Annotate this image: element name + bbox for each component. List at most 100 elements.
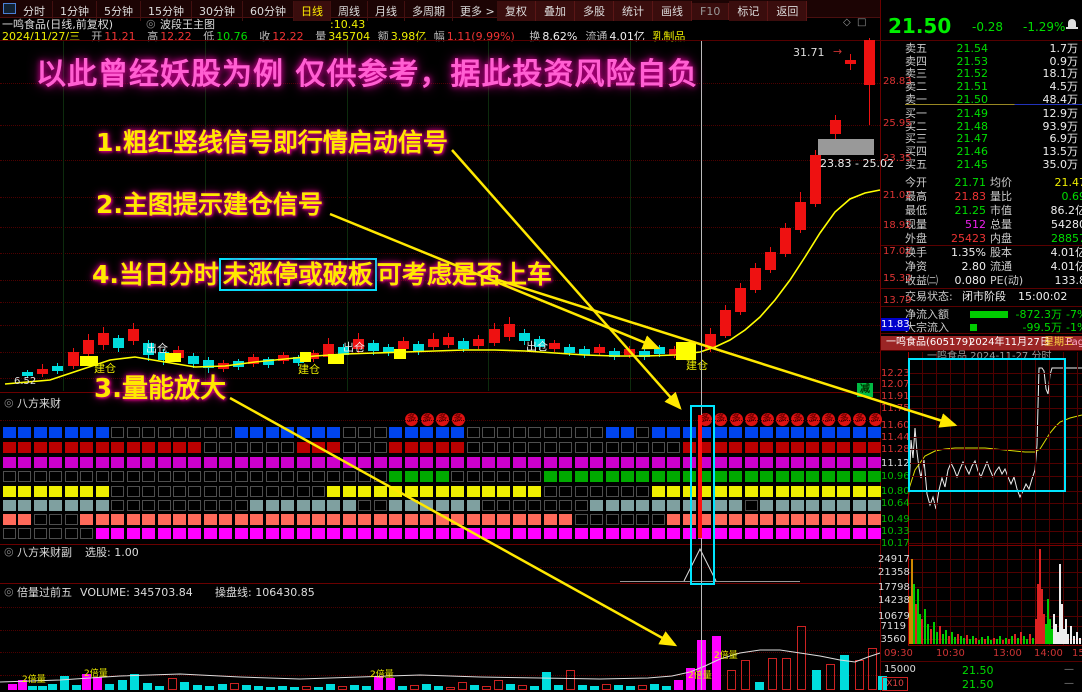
indicator-cell (111, 442, 125, 453)
indicator-cell (605, 514, 619, 525)
bid-row-vol: 93.9万 (1042, 119, 1079, 133)
double-volume-tag: 2倍量 (370, 670, 394, 680)
period-tab-周线[interactable]: 周线 (331, 1, 368, 21)
diamond-icon[interactable]: ◇ (843, 17, 851, 28)
period-tab-30分钟[interactable]: 30分钟 (192, 1, 243, 21)
indicator-cell (868, 514, 882, 525)
indicator-cell (142, 442, 156, 453)
indicator-cell (172, 528, 186, 539)
tool-叠加[interactable]: 叠加 (536, 1, 575, 21)
volume-bar (542, 672, 551, 690)
indicator-cell (512, 442, 526, 453)
indicator-cell (466, 486, 480, 497)
flow-bar (970, 324, 977, 331)
volume-bar (530, 686, 539, 690)
indicator-cell (775, 528, 789, 539)
panel-divider (0, 544, 880, 545)
detail-value: 4.01亿 (1050, 260, 1082, 273)
mini-date-bar[interactable]: 一鸣食品(605179) 2024年11月27日 星期三 PageU (881, 336, 1082, 350)
double-volume-tag: 2倍量 (714, 651, 738, 661)
crosshair-vline[interactable] (701, 41, 702, 690)
indicator-cell (806, 442, 820, 453)
tool-统计[interactable]: 统计 (614, 1, 653, 21)
indicator-cell (265, 457, 279, 468)
indicator-cell (373, 442, 387, 453)
indicator-cell (203, 500, 217, 511)
indicator-cell (64, 500, 78, 511)
volume-bar (362, 686, 371, 690)
ohlc-label: 换 (529, 30, 541, 43)
indicator-cell (682, 427, 696, 438)
indicator-cell (806, 528, 820, 539)
indicator-cell (265, 442, 279, 453)
tool-多股[interactable]: 多股 (575, 1, 614, 21)
mini-vol-label: 3560 (880, 634, 906, 645)
volume-bar (434, 686, 443, 690)
tool-返回[interactable]: 返回 (768, 1, 808, 21)
period-tab-15分钟[interactable]: 15分钟 (141, 1, 192, 21)
indicator-cell (203, 457, 217, 468)
mini-hgrid (908, 519, 1082, 520)
period-tab-60分钟[interactable]: 60分钟 (243, 1, 294, 21)
indicator-settings-icon[interactable]: ◎ (146, 17, 156, 30)
mini-volume-bar (1073, 636, 1075, 644)
ask-row-label: 卖一 (905, 92, 927, 106)
indicator-cell (172, 471, 186, 482)
period-tab-5分钟[interactable]: 5分钟 (97, 1, 141, 21)
indicator-cell (203, 528, 217, 539)
indicator-cell (451, 514, 465, 525)
indicator-cell (80, 514, 94, 525)
tool-标记[interactable]: 标记 (729, 1, 769, 21)
indicator-cell (760, 528, 774, 539)
indicator-cell (296, 427, 310, 438)
indicator-cell (126, 514, 140, 525)
tool-画线[interactable]: 画线 (653, 1, 692, 21)
period-tab-多周期[interactable]: 多周期 (405, 1, 453, 21)
indicator-cell (713, 427, 727, 438)
indicator-cell (651, 500, 665, 511)
mini-tick-sep (881, 661, 1082, 662)
detail-label: 最低 (905, 204, 927, 217)
mini-top-border (881, 350, 1082, 351)
indicator-cell (497, 528, 511, 539)
indicator-cell (389, 500, 403, 511)
indicator-cell (327, 457, 341, 468)
candle (549, 343, 560, 349)
mini-hgrid (908, 543, 1082, 544)
detail-label: PE(动) (990, 274, 1024, 287)
mini-bottom-sep (908, 645, 1082, 646)
layout-icon[interactable]: □ (857, 17, 867, 28)
indicator-cell (80, 528, 94, 539)
period-tab-月线[interactable]: 月线 (368, 1, 405, 21)
flow-label: 净流入额 (905, 308, 949, 321)
candle (233, 361, 244, 367)
indicator-cell (574, 486, 588, 497)
alert-bell-icon[interactable] (1068, 19, 1076, 27)
mini-volume-bar (984, 639, 986, 644)
period-tab-日线[interactable]: 日线 (294, 1, 331, 21)
indicator-cell (744, 486, 758, 497)
indicator-cell (667, 457, 681, 468)
indicator-cell (342, 500, 356, 511)
mini-volume-bar (915, 604, 917, 644)
volume-value-label: VOLUME: 345703.84 (80, 586, 193, 599)
indicator-cell (790, 442, 804, 453)
period-tab-1分钟[interactable]: 1分钟 (53, 1, 97, 21)
window-icon[interactable] (3, 3, 16, 14)
indicator-cell (667, 442, 681, 453)
volume-bar (266, 687, 275, 690)
indicator-cell (621, 514, 634, 525)
indicator-cell (512, 486, 526, 497)
main-axis-label: 13.79 (883, 295, 912, 306)
tool-F10[interactable]: F10 (692, 3, 730, 20)
indicator-cell (451, 457, 465, 468)
period-tab-分时[interactable]: 分时 (16, 1, 53, 21)
tool-复权[interactable]: 复权 (497, 1, 536, 21)
indicator-cell (157, 427, 171, 438)
indicator-cell (188, 500, 202, 511)
indicator-cell (790, 457, 804, 468)
main-gridline (0, 302, 880, 303)
flow-value: -872.3万 (1015, 308, 1062, 321)
indicator-cell (775, 427, 789, 438)
mini-volume-bar (1061, 604, 1063, 644)
